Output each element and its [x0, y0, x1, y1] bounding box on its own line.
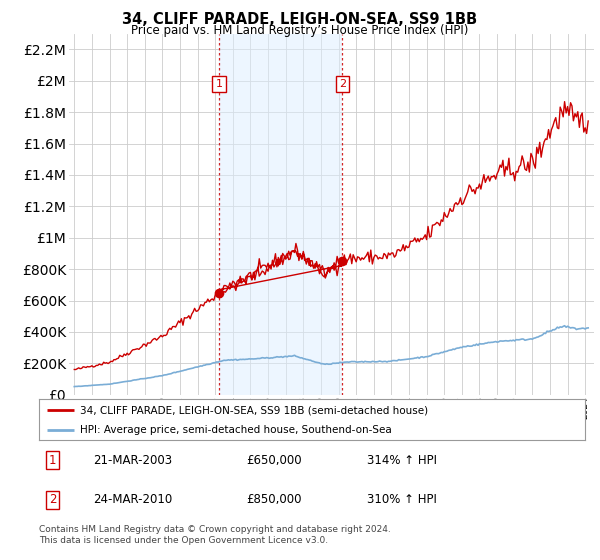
Text: 24-MAR-2010: 24-MAR-2010 [94, 493, 173, 506]
Text: 34, CLIFF PARADE, LEIGH-ON-SEA, SS9 1BB: 34, CLIFF PARADE, LEIGH-ON-SEA, SS9 1BB [122, 12, 478, 27]
Text: Price paid vs. HM Land Registry’s House Price Index (HPI): Price paid vs. HM Land Registry’s House … [131, 24, 469, 37]
Text: £650,000: £650,000 [247, 454, 302, 467]
Bar [219, 34, 343, 395]
Text: HPI: Average price, semi-detached house, Southend-on-Sea: HPI: Average price, semi-detached house,… [80, 424, 392, 435]
Text: 314% ↑ HPI: 314% ↑ HPI [367, 454, 437, 467]
Text: 2: 2 [339, 79, 346, 89]
Text: 2: 2 [49, 493, 56, 506]
Text: £850,000: £850,000 [247, 493, 302, 506]
Text: 310% ↑ HPI: 310% ↑ HPI [367, 493, 436, 506]
Text: Contains HM Land Registry data © Crown copyright and database right 2024.
This d: Contains HM Land Registry data © Crown c… [39, 525, 391, 545]
Text: 1: 1 [49, 454, 56, 467]
Text: 21-MAR-2003: 21-MAR-2003 [94, 454, 173, 467]
Text: 34, CLIFF PARADE, LEIGH-ON-SEA, SS9 1BB (semi-detached house): 34, CLIFF PARADE, LEIGH-ON-SEA, SS9 1BB … [80, 405, 428, 415]
Text: 1: 1 [215, 79, 223, 89]
